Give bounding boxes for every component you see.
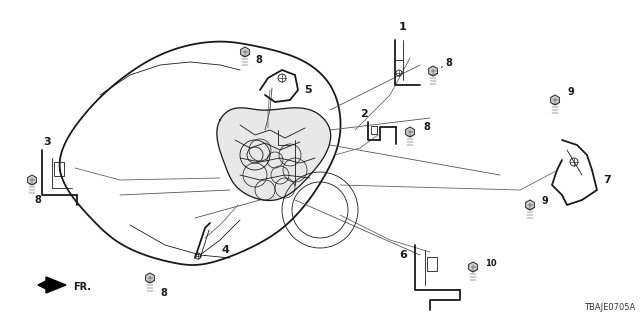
Text: 9: 9 — [567, 87, 573, 97]
Bar — [371, 126, 377, 134]
Text: 8: 8 — [34, 195, 41, 205]
Text: 8: 8 — [160, 288, 167, 298]
Text: 10: 10 — [485, 259, 497, 268]
Polygon shape — [38, 277, 66, 293]
Polygon shape — [241, 47, 250, 57]
Text: 4: 4 — [221, 245, 229, 255]
Text: 8: 8 — [445, 58, 452, 68]
Text: 1: 1 — [399, 22, 407, 32]
Text: 5: 5 — [304, 85, 312, 95]
Polygon shape — [28, 175, 36, 185]
Polygon shape — [468, 262, 477, 272]
Polygon shape — [406, 127, 414, 137]
Text: 3: 3 — [43, 137, 51, 147]
Polygon shape — [429, 66, 437, 76]
Polygon shape — [217, 108, 331, 201]
Text: 8: 8 — [423, 122, 430, 132]
Text: TBAJE0705A: TBAJE0705A — [584, 303, 635, 312]
Text: 8: 8 — [255, 55, 262, 65]
Polygon shape — [525, 200, 534, 210]
Text: 9: 9 — [542, 196, 548, 206]
Text: 2: 2 — [360, 109, 368, 119]
Text: 6: 6 — [399, 250, 407, 260]
Text: FR.: FR. — [73, 282, 91, 292]
Polygon shape — [146, 273, 154, 283]
Text: 7: 7 — [603, 175, 611, 185]
Bar — [427, 257, 437, 271]
Polygon shape — [550, 95, 559, 105]
Bar — [54, 162, 64, 176]
